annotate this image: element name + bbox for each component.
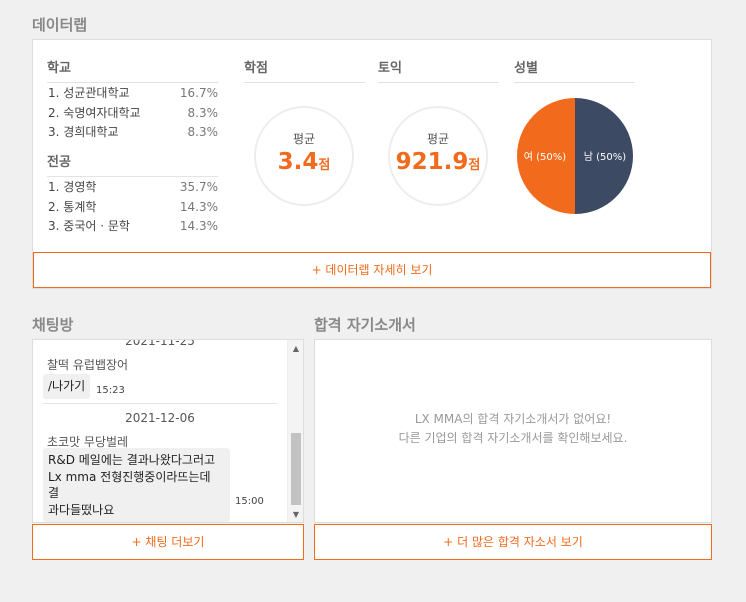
list-item: 1. 경영학 35.7% — [48, 180, 218, 194]
school-rank-list: 1. 성균관대학교 16.7% 2. 숙명여자대학교 8.3% 3. 경희대학교 8.… — [48, 84, 218, 143]
chat-message-time: 15:00 — [235, 496, 264, 507]
toeic-average-label: 평균 — [426, 132, 450, 146]
chat-message-list: 2021-11-25 찰떡 유럽뱁장어 /나가기 15:23 2021-12-0… — [33, 340, 287, 522]
chat-more-button[interactable]: + 채팅 더보기 — [32, 524, 304, 560]
essay-more-button[interactable]: + 더 많은 합격 자소서 보기 — [314, 524, 712, 560]
list-item: 2. 숙명여자대학교 8.3% — [48, 105, 218, 120]
chat-date-separator: 2021-11-25 — [125, 340, 195, 348]
chat-scrollbar[interactable]: ▲ ▼ — [287, 340, 303, 522]
gender-column-title: 성별 — [514, 57, 635, 83]
list-item: 3. 중국어 · 문학 14.3% — [48, 219, 218, 233]
chat-sender-name: 찰떡 유럽뱁장어 — [47, 358, 129, 372]
gpa-column-title: 학점 — [244, 57, 365, 83]
chat-message-time: 15:23 — [96, 385, 125, 396]
pie-label-male: 남 (50%) — [584, 151, 627, 163]
chat-title: 채팅방 — [32, 316, 74, 334]
list-item: 1. 성균관대학교 16.7% — [48, 86, 218, 100]
chat-sender-name: 초코맛 무당벌레 — [47, 435, 129, 449]
chat-message-bubble: /나가기 — [43, 374, 91, 399]
essay-title: 합격 자기소개서 — [314, 316, 416, 334]
pie-slice-male — [575, 98, 633, 214]
chat-date-separator: 2021-12-06 — [125, 411, 195, 425]
essay-empty-message: LX MMA의 합격 자기소개서가 없어요! 다른 기업의 합격 자기소개서를 … — [398, 412, 628, 445]
gpa-average-value: 3.4점 — [277, 149, 331, 175]
essay-panel: LX MMA의 합격 자기소개서가 없어요! 다른 기업의 합격 자기소개서를 … — [314, 339, 712, 523]
gpa-average-circle: 평균 3.4점 — [254, 106, 354, 206]
scroll-up-icon[interactable]: ▲ — [292, 344, 300, 353]
major-rank-list: 1. 경영학 35.7% 2. 통계학 14.3% 3. 중국어 · 문학 14.3% — [48, 178, 218, 237]
scroll-thumb[interactable] — [291, 433, 301, 505]
pie-label-female: 여 (50%) — [524, 151, 567, 163]
scroll-down-icon[interactable]: ▼ — [292, 510, 300, 519]
datalab-card: 학교 1. 성균관대학교 16.7% 2. 숙명여자대학교 8.3% 3. 경희대학… — [32, 39, 712, 289]
datalab-title: 데이터랩 — [32, 16, 88, 34]
list-item: 2. 통계학 14.3% — [48, 199, 218, 214]
toeic-average-circle: 평균 921.9점 — [388, 106, 488, 206]
list-item: 3. 경희대학교 8.3% — [48, 125, 218, 139]
pie-slice-female — [517, 98, 575, 214]
gender-pie-chart: 여 (50%) 남 (50%) — [517, 98, 633, 214]
toeic-average-value: 921.9점 — [395, 149, 481, 175]
chat-message-panel[interactable]: 2021-11-25 찰떡 유럽뱁장어 /나가기 15:23 2021-12-0… — [32, 339, 304, 523]
school-column-title: 학교 — [47, 57, 218, 83]
gpa-average-label: 평균 — [292, 132, 316, 146]
chat-message-bubble: R&D 메일에는 결과나왔다그러고 Lx mma 전형진행중이라뜨는데 결 과다… — [43, 448, 230, 522]
chat-divider — [43, 403, 277, 404]
major-column-title: 전공 — [47, 151, 218, 177]
datalab-more-button[interactable]: + 데이터랩 자세히 보기 — [33, 252, 711, 288]
toeic-column-title: 토익 — [378, 57, 499, 83]
